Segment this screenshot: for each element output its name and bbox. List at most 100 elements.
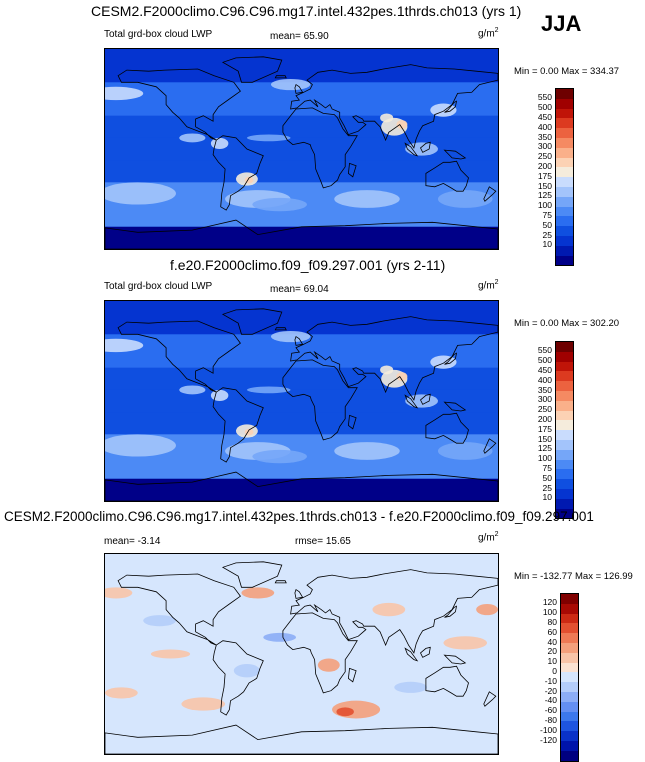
coastline-iceland (274, 327, 287, 331)
panel1-colorbar (555, 88, 574, 267)
colorbar-swatch (556, 255, 573, 266)
coastline-newzealand (483, 186, 497, 202)
coastline-antarctica (105, 724, 498, 754)
colorbar-swatch (561, 740, 578, 751)
coastline-japan (444, 352, 458, 365)
coastline-newguinea (443, 654, 467, 665)
colorbar-swatch (561, 750, 578, 761)
colorbar-tick-label: 50 (542, 219, 552, 230)
panel3-mean: mean= -3.14 (104, 536, 161, 547)
colorbar-swatch (556, 479, 573, 489)
colorbar-tick-label: -120 (539, 734, 557, 745)
colorbar-swatch (561, 682, 578, 692)
colorbar-tick-label: 75 (542, 462, 552, 473)
panel1-units: g/m2 (478, 27, 499, 40)
panel3-map (104, 553, 499, 755)
colorbar-tick-label: 60 (547, 626, 557, 637)
panel2-mean: mean= 69.04 (270, 284, 329, 295)
colorbar-tick-label: 200 (537, 160, 552, 171)
colorbar-tick-label: 0 (552, 665, 557, 676)
coastline-namerica (117, 68, 241, 141)
coastline-eurasia (290, 64, 498, 149)
coastline-borneo (420, 141, 431, 153)
coastline-africa (282, 359, 358, 441)
colorbar-swatch (556, 108, 573, 119)
colorbar-swatch (556, 216, 573, 227)
coastline-japan (444, 100, 458, 113)
colorbar-tick-label: 175 (537, 170, 552, 181)
colorbar-swatch (561, 613, 578, 624)
colorbar-swatch (561, 603, 578, 614)
colorbar-swatch (561, 721, 578, 732)
coastline-namerica (117, 320, 241, 393)
panel2-units: g/m2 (478, 279, 499, 292)
coastline-sumatra (404, 142, 419, 157)
colorbar-swatch (556, 177, 573, 187)
coastline-borneo (420, 646, 431, 658)
colorbar-tick-label: 75 (542, 209, 552, 220)
colorbar-tick-label: -80 (544, 714, 557, 725)
colorbar-tick-label: 400 (537, 121, 552, 132)
colorbar-tick-label: 500 (537, 355, 552, 366)
coastline-samerica (212, 640, 264, 716)
colorbar-swatch (556, 235, 573, 246)
panel2-map (104, 300, 499, 502)
season-label: JJA (541, 11, 582, 36)
coastline-samerica (212, 387, 264, 463)
coastline-iceland (274, 75, 287, 79)
colorbar-swatch (556, 390, 573, 401)
colorbar-tick-label: 50 (542, 472, 552, 483)
colorbar-swatch (556, 400, 573, 411)
colorbar-swatch (556, 439, 573, 450)
coastline-namerica (117, 573, 241, 646)
colorbar-tick-label: 100 (542, 607, 557, 618)
colorbar-tick-label: 250 (537, 151, 552, 162)
coastline-samerica (212, 135, 264, 211)
colorbar-tick-label: 550 (537, 345, 552, 356)
panel2-colorbar (555, 341, 574, 520)
colorbar-swatch (556, 186, 573, 197)
colorbar-tick-label: 120 (542, 597, 557, 608)
colorbar-swatch (556, 381, 573, 391)
colorbar-swatch (561, 652, 578, 663)
colorbar-swatch (556, 206, 573, 217)
panel1-mean: mean= 65.90 (270, 31, 329, 42)
panel1-map (104, 48, 499, 250)
panel1-variable-label: Total grd-box cloud LWP (104, 29, 213, 40)
coastline-australia (425, 665, 469, 697)
colorbar-tick-label: -10 (544, 675, 557, 686)
colorbar-swatch (556, 498, 573, 509)
colorbar-swatch (556, 89, 573, 99)
coastline-newguinea (443, 401, 467, 412)
coastline-eurasia (290, 316, 498, 401)
coastline-newzealand (483, 691, 497, 707)
colorbar-swatch (561, 623, 578, 634)
coastline-sumatra (404, 647, 419, 662)
field-shading (105, 554, 498, 754)
colorbar-tick-label: 125 (537, 190, 552, 201)
coastline-borneo (420, 393, 431, 405)
colorbar-swatch (561, 711, 578, 722)
colorbar-swatch (556, 147, 573, 158)
colorbar-tick-label: 10 (547, 656, 557, 667)
colorbar-tick-label: -100 (539, 724, 557, 735)
colorbar-tick-label: 25 (542, 482, 552, 493)
colorbar-swatch (556, 420, 573, 431)
coastline-newzealand (483, 438, 497, 454)
panel3-rmse: rmse= 15.65 (295, 536, 351, 547)
colorbar-tick-label: 450 (537, 364, 552, 375)
colorbar-tick-label: 500 (537, 102, 552, 113)
coastline-greenland (221, 308, 283, 335)
panel2-title: f.e20.F2000climo.f09_f09.297.001 (yrs 2-… (170, 257, 446, 273)
coastline-australia (425, 160, 469, 192)
coastline-uk (294, 83, 304, 94)
colorbar-tick-label: 450 (537, 111, 552, 122)
colorbar-swatch (556, 167, 573, 178)
coastline-greenland (221, 56, 283, 83)
panel1-minmax: Min = 0.00 Max = 334.37 (514, 66, 620, 77)
colorbar-swatch (556, 351, 573, 362)
coastline-greenland (221, 561, 283, 588)
colorbar-swatch (556, 128, 573, 138)
colorbar-swatch (556, 459, 573, 470)
colorbar-swatch (561, 691, 578, 702)
